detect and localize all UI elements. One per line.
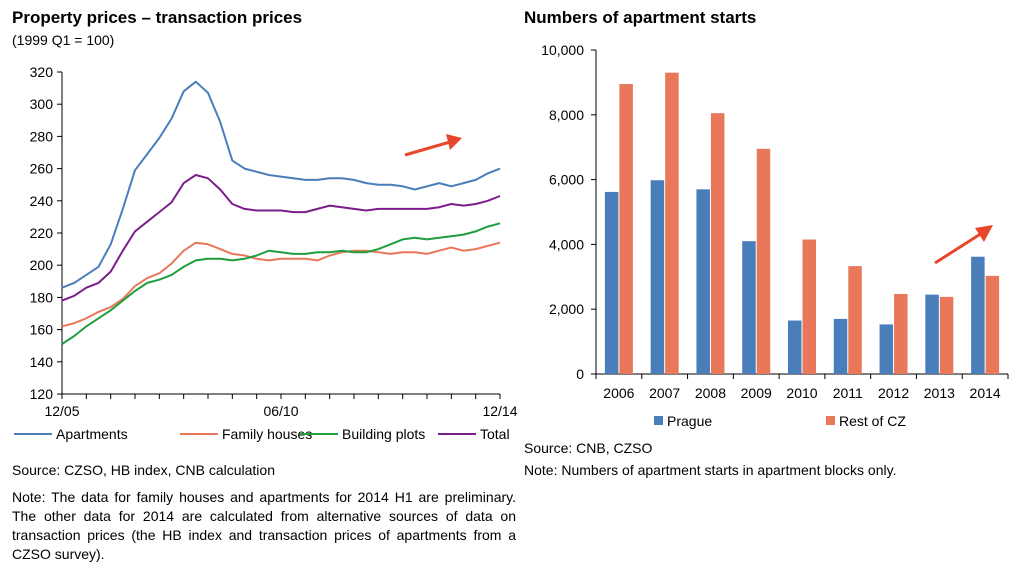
line-chart-y-tick-label: 240 [30, 193, 54, 209]
bar-rest-of-cz-2006 [619, 84, 633, 375]
legend-label: Rest of CZ [839, 413, 906, 429]
bar-rest-of-cz-2012 [894, 293, 908, 374]
left-chart-title: Property prices – transaction prices [12, 8, 303, 27]
series-line-building-plots [61, 222, 501, 345]
bar-prague-2012 [879, 324, 894, 374]
property-prices-line-chart: 120 140 160 180 200 220 240 260 280 300 320 12/05 06… [14, 64, 518, 442]
right-chart-title: Numbers of apartment starts [524, 8, 757, 27]
bar-prague-2011 [833, 318, 848, 374]
bar-rest-of-cz-2014 [985, 275, 1000, 374]
bar-prague-2013 [925, 294, 939, 374]
bar-prague-2007 [650, 180, 665, 374]
bar-rest-of-cz-2013 [939, 296, 954, 374]
apartment-starts-bar-chart: 0 2,000 4,000 6,000 8,000 10,000 2006 2007 2008 2… [541, 42, 1009, 429]
bar-chart-x-tick-label: 2010 [786, 385, 817, 401]
trend-arrow-shaft [934, 231, 983, 265]
bar-chart-y-tick-label: 2,000 [549, 301, 584, 317]
bar-chart-x-tick-label: 2014 [970, 385, 1001, 401]
bar-chart-x-tick-label: 2012 [878, 385, 909, 401]
line-chart-x-tick-label: 12/05 [44, 403, 79, 419]
bar-rest-of-cz-2008 [710, 113, 725, 375]
series-line-family-houses [61, 241, 501, 328]
line-chart-y-tick-label: 220 [30, 225, 54, 241]
legend-label: Family houses [222, 426, 312, 442]
left-chart-note: Note: The data for family houses and apa… [12, 489, 516, 562]
legend-label: Prague [667, 413, 712, 429]
bar-prague-2010 [788, 320, 802, 374]
legend-label: Building plots [342, 426, 425, 442]
series-line-apartments [61, 80, 501, 289]
bar-chart-y-tick-label: 0 [576, 366, 584, 382]
line-chart-y-tick-label: 120 [30, 386, 54, 402]
bar-chart-y-tick-label: 8,000 [549, 107, 584, 123]
bar-prague-2014 [971, 256, 985, 374]
bar-chart-y-tick-label: 6,000 [549, 172, 584, 188]
bar-chart-x-tick-label: 2011 [833, 385, 863, 401]
legend-swatch-rest-of-cz [826, 416, 835, 425]
line-chart-y-tick-label: 300 [30, 96, 54, 112]
line-chart-y-tick-label: 280 [30, 128, 54, 144]
legend-label: Total [480, 426, 510, 442]
trend-arrow-icon [446, 134, 462, 150]
left-chart-subtitle: (1999 Q1 = 100) [12, 32, 115, 48]
series-line-total [61, 174, 501, 302]
bar-rest-of-cz-2007 [665, 72, 679, 375]
line-chart-y-tick-label: 160 [30, 322, 54, 338]
bar-chart-x-tick-label: 2007 [649, 385, 680, 401]
line-chart-y-tick-label: 200 [30, 257, 54, 273]
bar-chart-x-tick-label: 2006 [603, 385, 634, 401]
bar-chart-x-tick-label: 2013 [924, 385, 955, 401]
left-chart-source: Source: CZSO, HB index, CNB calculation [12, 462, 275, 478]
line-chart-y-tick-label: 180 [30, 289, 54, 305]
legend-label: Apartments [56, 426, 128, 442]
line-chart-x-tick-label: 06/10 [263, 403, 298, 419]
line-chart-y-tick-label: 260 [30, 161, 54, 177]
trend-arrow-icon [975, 225, 993, 242]
bar-rest-of-cz-2010 [802, 239, 816, 374]
bar-prague-2006 [604, 191, 619, 374]
bar-prague-2008 [696, 189, 710, 374]
legend-swatch-prague [654, 416, 663, 425]
trend-arrow-shaft [404, 140, 451, 157]
bar-rest-of-cz-2011 [848, 266, 862, 374]
line-chart-y-tick-label: 320 [30, 64, 54, 80]
bar-chart-y-tick-label: 4,000 [549, 236, 584, 252]
right-chart-note: Note: Numbers of apartment starts in apa… [524, 462, 897, 478]
right-chart-source: Source: CNB, CZSO [524, 440, 653, 456]
bar-prague-2009 [742, 241, 756, 374]
bar-rest-of-cz-2009 [756, 148, 771, 374]
line-chart-x-tick-label: 12/14 [482, 403, 517, 419]
line-chart-y-tick-label: 140 [30, 354, 54, 370]
bar-chart-y-tick-label: 10,000 [541, 42, 584, 58]
bar-chart-x-tick-label: 2009 [741, 385, 772, 401]
bar-chart-x-tick-label: 2008 [695, 385, 726, 401]
